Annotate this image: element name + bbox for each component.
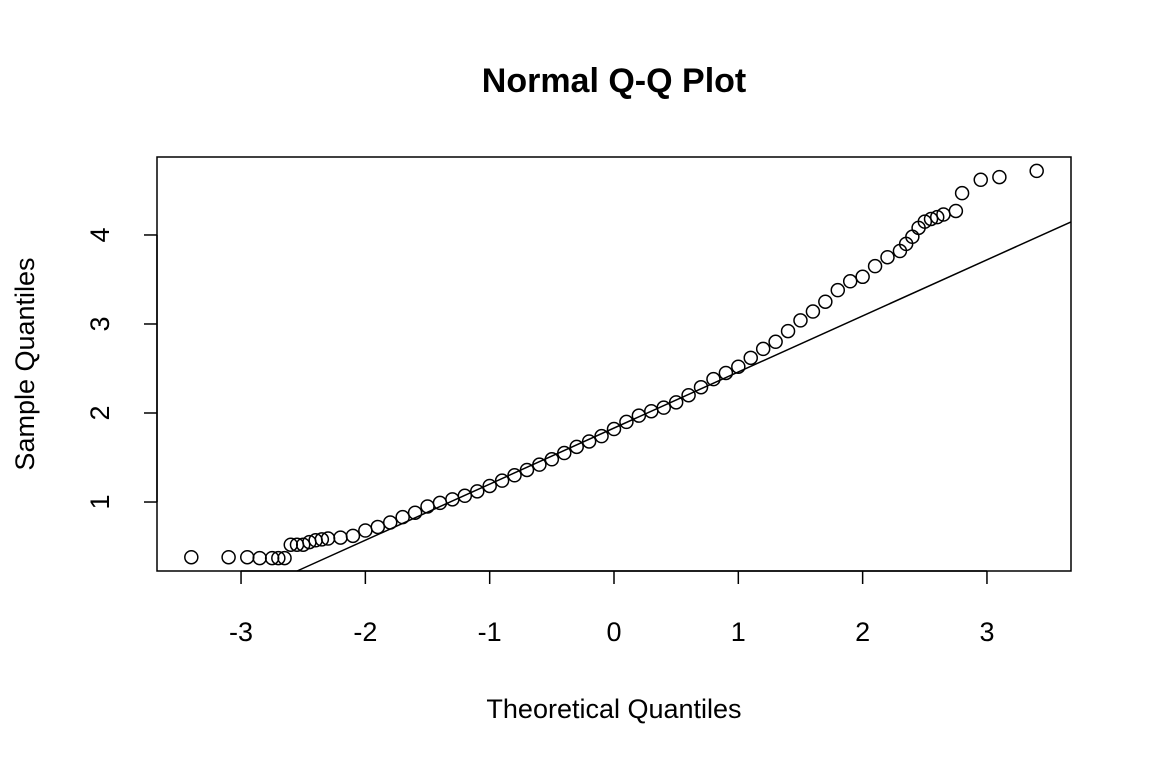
point <box>768 334 783 350</box>
point <box>271 550 286 566</box>
point <box>606 421 622 437</box>
point <box>432 495 448 511</box>
point <box>867 258 883 274</box>
point <box>221 549 236 565</box>
point <box>457 488 473 504</box>
y-tick-label: 3 <box>85 316 115 331</box>
x-tick-label: -3 <box>229 617 253 647</box>
point <box>420 499 435 514</box>
y-tick-label: 1 <box>85 494 115 509</box>
point <box>1029 163 1044 179</box>
plot-box <box>156 156 1072 572</box>
point <box>345 528 361 544</box>
y-axis-label: Sample Quantiles <box>10 257 40 470</box>
x-tick-label: -2 <box>353 617 377 647</box>
point <box>706 371 721 387</box>
point <box>631 408 647 423</box>
point <box>731 359 746 374</box>
point <box>295 537 311 552</box>
point <box>619 414 634 430</box>
point <box>569 439 584 455</box>
point <box>277 550 292 566</box>
chart-title: Normal Q-Q Plot <box>482 62 746 100</box>
point <box>880 249 895 265</box>
point <box>314 532 330 547</box>
point <box>469 484 485 499</box>
point <box>482 478 497 494</box>
point <box>681 387 696 403</box>
x-tick-label: 2 <box>855 617 870 647</box>
point <box>370 519 386 535</box>
point <box>929 209 945 225</box>
point <box>855 269 870 285</box>
point <box>948 203 964 219</box>
point <box>793 313 808 328</box>
x-tick-label: -1 <box>478 617 502 647</box>
point <box>842 274 858 289</box>
point <box>184 549 199 565</box>
point <box>954 185 970 201</box>
point <box>358 523 373 538</box>
point <box>240 549 255 565</box>
point <box>818 294 833 309</box>
point <box>830 282 846 298</box>
y-tick-label: 4 <box>85 227 115 242</box>
point <box>917 214 933 229</box>
x-tick-label: 1 <box>731 617 746 647</box>
point <box>973 172 988 188</box>
point <box>693 379 709 395</box>
x-tick-label: 0 <box>606 617 621 647</box>
point <box>718 365 734 381</box>
point <box>743 350 759 366</box>
y-tick-label: 2 <box>85 405 115 420</box>
x-axis-label: Theoretical Quantiles <box>486 694 741 724</box>
point <box>923 211 939 227</box>
point <box>333 530 348 545</box>
x-tick-label: 3 <box>979 617 994 647</box>
point <box>252 550 267 566</box>
point <box>656 400 671 415</box>
point <box>805 304 821 319</box>
point <box>992 169 1007 185</box>
reference-line <box>296 221 1072 572</box>
point <box>780 323 796 339</box>
point <box>407 505 423 520</box>
point <box>755 341 771 357</box>
